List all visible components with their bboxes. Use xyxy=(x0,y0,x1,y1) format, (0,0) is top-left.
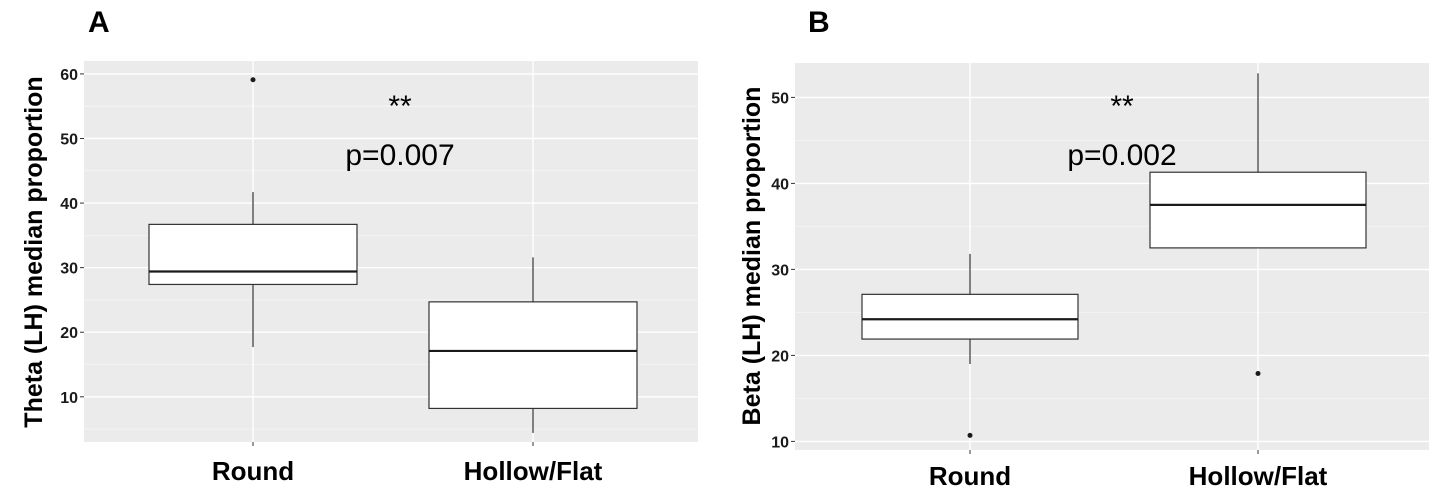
panel-b-p-value: p=0.002 xyxy=(1067,139,1176,172)
panel-a-x-tick-label: Hollow/Flat xyxy=(464,456,603,486)
panel-a-x-ticks: Round Hollow/Flat xyxy=(212,442,603,486)
panel-a-round-outlier xyxy=(250,77,256,83)
panel-a-y-tick-label: 40 xyxy=(60,196,78,213)
panel-b-y-tick-label: 30 xyxy=(771,262,789,279)
panel-b-y-tick-label: 40 xyxy=(771,176,789,193)
panel-b-boxes xyxy=(861,73,1367,438)
panel-a-y-tick-label: 50 xyxy=(60,131,78,148)
panel-b-hollow-flat-box xyxy=(1149,171,1367,249)
panel-b-letter: B xyxy=(808,6,830,39)
panel-b-x-ticks: Round Hollow/Flat xyxy=(929,450,1328,490)
panel-a-p-value: p=0.007 xyxy=(345,139,454,172)
panel-b-x-tick-label: Round xyxy=(929,461,1011,490)
panel-a-round-box xyxy=(148,223,358,286)
panel-b-significance-stars: ** xyxy=(1110,90,1134,123)
panel-a-significance-stars: ** xyxy=(388,90,412,123)
panel-a-y-tick-label: 60 xyxy=(60,67,78,84)
panel-a-hollow-flat-box xyxy=(428,301,638,410)
panel-a-y-tick-label: 30 xyxy=(60,261,78,278)
panel-b-y-tick-label: 50 xyxy=(771,90,789,107)
panel-a-y-tick-label: 20 xyxy=(60,325,78,342)
panel-a-boxes xyxy=(148,77,638,433)
panel-b-round-box xyxy=(861,293,1079,340)
panel-a: A 10 20 30 40 50 60 Round Hollow/Flat Theta (L… xyxy=(20,6,698,486)
panel-b-plot-area xyxy=(795,63,1429,450)
panel-a-letter: A xyxy=(88,6,110,39)
panel-b-round-outlier xyxy=(967,432,973,438)
panel-a-x-tick-label: Round xyxy=(212,456,294,486)
panel-b: B 10 20 30 40 50 Round Hollow/Flat Beta (LH) … xyxy=(738,6,1429,490)
panel-b-y-tick-label: 20 xyxy=(771,348,789,365)
panel-a-y-axis-label: Theta (LH) median proportion xyxy=(20,76,48,427)
panel-b-hollow-flat-outlier xyxy=(1255,370,1261,376)
panel-b-y-axis-label: Beta (LH) median proportion xyxy=(738,87,766,426)
panel-b-x-tick-label: Hollow/Flat xyxy=(1189,461,1328,490)
panel-a-y-ticks: 10 20 30 40 50 60 xyxy=(60,67,84,407)
panel-b-y-tick-label: 10 xyxy=(771,434,789,451)
panel-a-y-tick-label: 10 xyxy=(60,390,78,407)
panel-b-y-ticks: 10 20 30 40 50 xyxy=(771,90,795,451)
